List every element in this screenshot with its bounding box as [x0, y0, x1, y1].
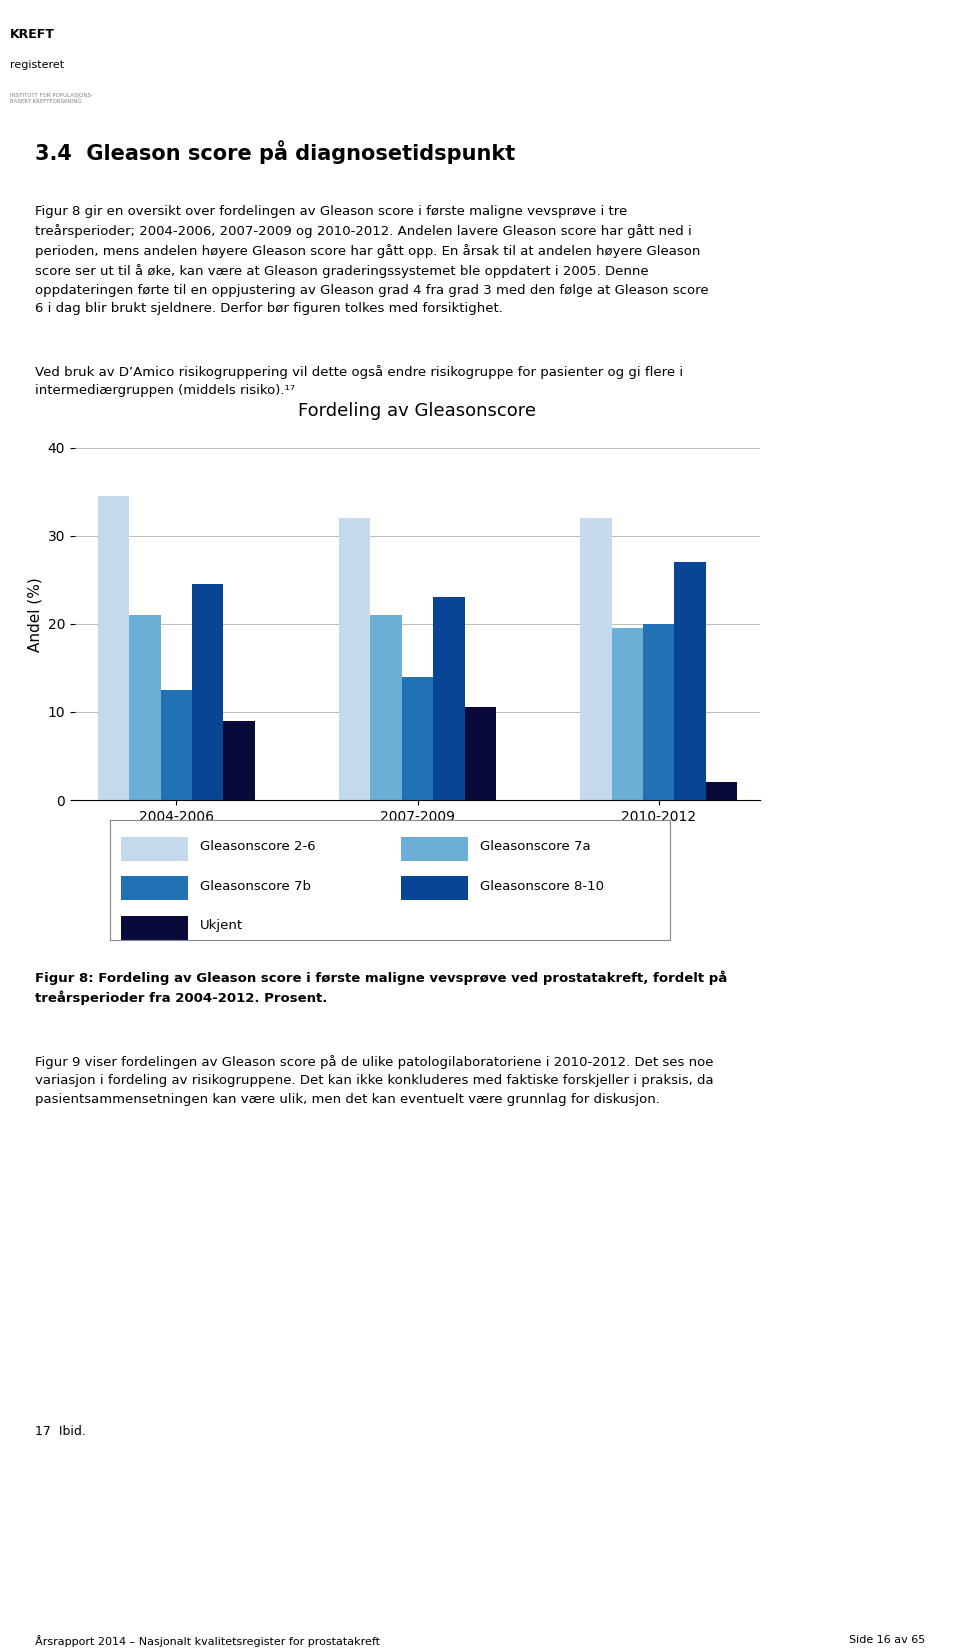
Bar [371, 616, 402, 801]
Text: Gleasonscore 7b: Gleasonscore 7b [200, 880, 311, 893]
Text: Figur 8: Fordeling av Gleason score i første maligne vevsprøve ved prostatakreft: Figur 8: Fordeling av Gleason score i fø… [35, 971, 728, 1005]
Bar [224, 721, 254, 801]
Bar [192, 584, 224, 801]
Text: Ukjent: Ukjent [200, 920, 243, 933]
Bar [674, 561, 706, 801]
Bar [339, 518, 371, 801]
Text: Figur 9 viser fordelingen av Gleason score på de ulike patologilaboratoriene i 2: Figur 9 viser fordelingen av Gleason sco… [35, 1055, 713, 1106]
Text: Side 16 av 65: Side 16 av 65 [849, 1634, 925, 1644]
Text: Gleasonscore 7a: Gleasonscore 7a [480, 840, 590, 854]
Bar [612, 629, 643, 801]
Bar [465, 708, 496, 801]
Text: Ved bruk av D’Amico risikogruppering vil dette også endre risikogruppe for pasie: Ved bruk av D’Amico risikogruppering vil… [35, 365, 684, 398]
Bar [433, 598, 465, 801]
Title: Fordeling av Gleasonscore: Fordeling av Gleasonscore [299, 403, 537, 419]
Text: Figur 8 gir en oversikt over fordelingen av Gleason score i første maligne vevsp: Figur 8 gir en oversikt over fordelingen… [35, 205, 708, 315]
Text: Gleasonscore 2-6: Gleasonscore 2-6 [200, 840, 315, 854]
Text: INSTITUTT FOR POPULASJONS-
BASERT KREFTFORSKNING: INSTITUTT FOR POPULASJONS- BASERT KREFTF… [10, 94, 93, 104]
FancyBboxPatch shape [121, 877, 188, 900]
Text: Årsrapport 2014 – Nasjonalt kvalitetsregister for prostatakreft: Årsrapport 2014 – Nasjonalt kvalitetsreg… [35, 1634, 380, 1648]
FancyBboxPatch shape [121, 916, 188, 939]
Text: 3.4  Gleason score på diagnosetidspunkt: 3.4 Gleason score på diagnosetidspunkt [35, 140, 516, 163]
FancyBboxPatch shape [401, 877, 468, 900]
Bar [580, 518, 612, 801]
FancyBboxPatch shape [121, 837, 188, 860]
Bar [160, 690, 192, 801]
Bar [130, 616, 160, 801]
X-axis label: Diagnoseår: Diagnoseår [369, 835, 467, 852]
Text: registeret: registeret [10, 61, 64, 71]
Bar [402, 677, 433, 801]
Text: KREFT: KREFT [10, 28, 55, 41]
Text: Gleasonscore 8-10: Gleasonscore 8-10 [480, 880, 604, 893]
Bar [98, 495, 130, 801]
Bar [643, 624, 674, 801]
Y-axis label: Andel (%): Andel (%) [27, 578, 42, 652]
Bar [706, 783, 737, 801]
Text: 17  Ibid.: 17 Ibid. [35, 1425, 85, 1438]
FancyBboxPatch shape [401, 837, 468, 860]
